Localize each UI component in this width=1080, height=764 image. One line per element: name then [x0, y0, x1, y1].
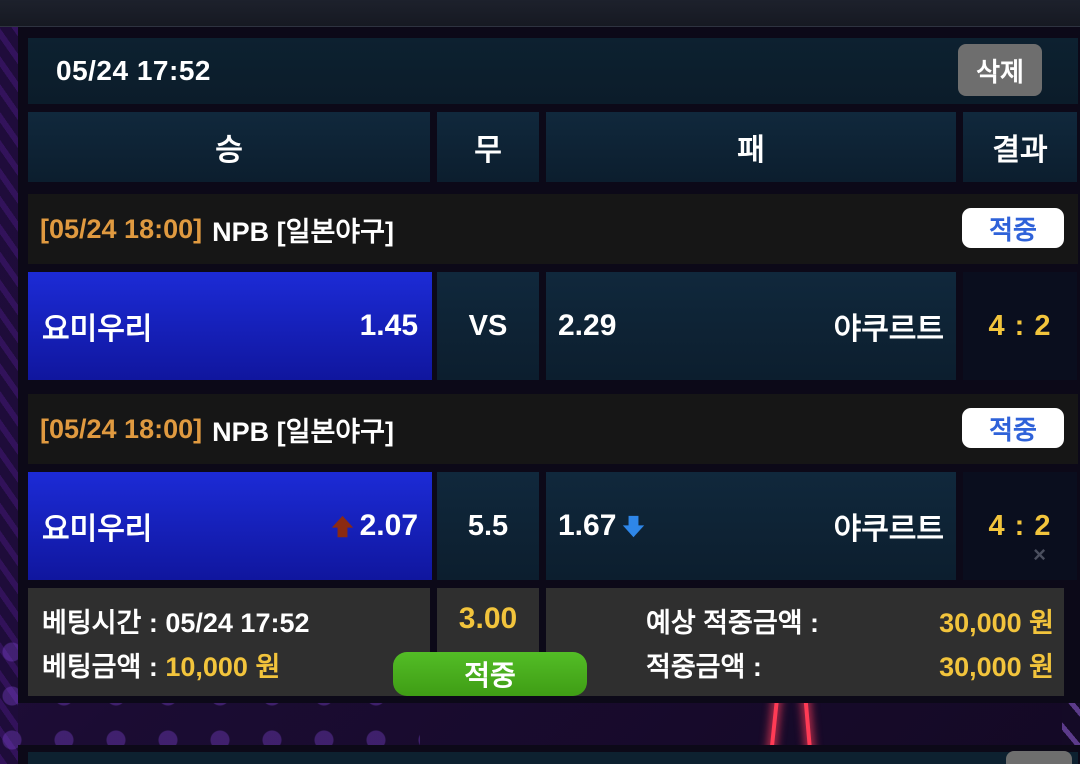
game-league: NPB [일본야구]: [212, 216, 394, 247]
odds-up-arrow-icon: [329, 513, 356, 540]
draw-odds: VS: [468, 309, 508, 342]
home-pick-cell[interactable]: 요미우리 2.07: [28, 472, 432, 580]
column-header-lose: 패: [546, 112, 956, 182]
status-badge: 적중: [962, 208, 1064, 248]
status-badge: 적중: [962, 408, 1064, 448]
home-pick-cell[interactable]: 요미우리 1.45: [28, 272, 432, 380]
game-info-bar: [05/24 18:00] NPB [일본야구]: [28, 194, 1078, 264]
away-team-name: 야쿠르트: [833, 313, 944, 346]
home-team-name: 요미우리: [42, 513, 153, 546]
home-team-name: 요미우리: [42, 313, 153, 346]
away-team-name: 야쿠르트: [833, 513, 944, 546]
bet-summary-left: 베팅시간 : 05/24 17:52 베팅금액 : 10,000 원: [28, 588, 430, 696]
away-odds: 1.67: [558, 509, 617, 542]
bet-amount-label: 베팅금액 :: [42, 651, 166, 682]
home-odds: 2.07: [359, 509, 418, 542]
draw-odds: 5.5: [467, 509, 509, 542]
bet-amount-value: 10,000 원: [165, 651, 281, 682]
score-cell: 4 : 2 ×: [963, 472, 1077, 580]
column-header-win: 승: [28, 112, 430, 182]
draw-cell[interactable]: VS: [437, 272, 539, 380]
result-badge: 적중: [393, 652, 587, 696]
game-info-bar: [05/24 18:00] NPB [일본야구]: [28, 394, 1078, 464]
top-strip: [0, 0, 1080, 27]
draw-cell[interactable]: 5.5: [437, 472, 539, 580]
home-odds: 1.45: [359, 309, 418, 342]
expected-amount-label: 예상 적중금액 :: [646, 607, 820, 638]
game-datetime: [05/24 18:00]: [40, 213, 203, 244]
bet-time-value: 05/24 17:52: [165, 607, 310, 638]
odds-down-arrow-icon: [620, 513, 647, 540]
bet-slip-header: 05/24 17:52: [28, 38, 1078, 104]
bet-slip-card: 05/24 17:52 삭제 승 무 패 결과 [05/24 18:00] NP…: [18, 27, 1080, 703]
game-datetime: [05/24 18:00]: [40, 413, 203, 444]
next-bet-slip-card: [18, 745, 1080, 764]
final-score: 4 : 2: [988, 509, 1052, 542]
next-slip-header: [28, 752, 1078, 764]
hit-amount-value: 30,000 원: [939, 651, 1054, 682]
close-watermark-icon: ×: [1033, 542, 1047, 567]
away-cell[interactable]: 1.67 야쿠르트: [546, 472, 956, 580]
final-score: 4 : 2: [988, 309, 1052, 342]
delete-button[interactable]: 삭제: [958, 44, 1042, 96]
game-league: NPB [일본야구]: [212, 416, 394, 447]
bet-slip-time: 05/24 17:52: [56, 55, 211, 86]
column-header-draw: 무: [437, 112, 539, 182]
bet-time-label: 베팅시간 :: [42, 607, 166, 638]
away-odds: 2.29: [558, 309, 617, 342]
background-pattern-left: [0, 27, 18, 764]
away-cell[interactable]: 2.29 야쿠르트: [546, 272, 956, 380]
next-delete-button[interactable]: [1006, 751, 1072, 764]
hit-amount-label: 적중금액 :: [646, 651, 762, 682]
total-odds-value: 3.00: [458, 602, 518, 635]
column-header-result: 결과: [963, 112, 1077, 182]
bet-summary-right: 예상 적중금액 : 30,000 원 적중금액 : 30,000 원: [546, 588, 1064, 696]
expected-amount-value: 30,000 원: [939, 607, 1054, 638]
score-cell: 4 : 2: [963, 272, 1077, 380]
